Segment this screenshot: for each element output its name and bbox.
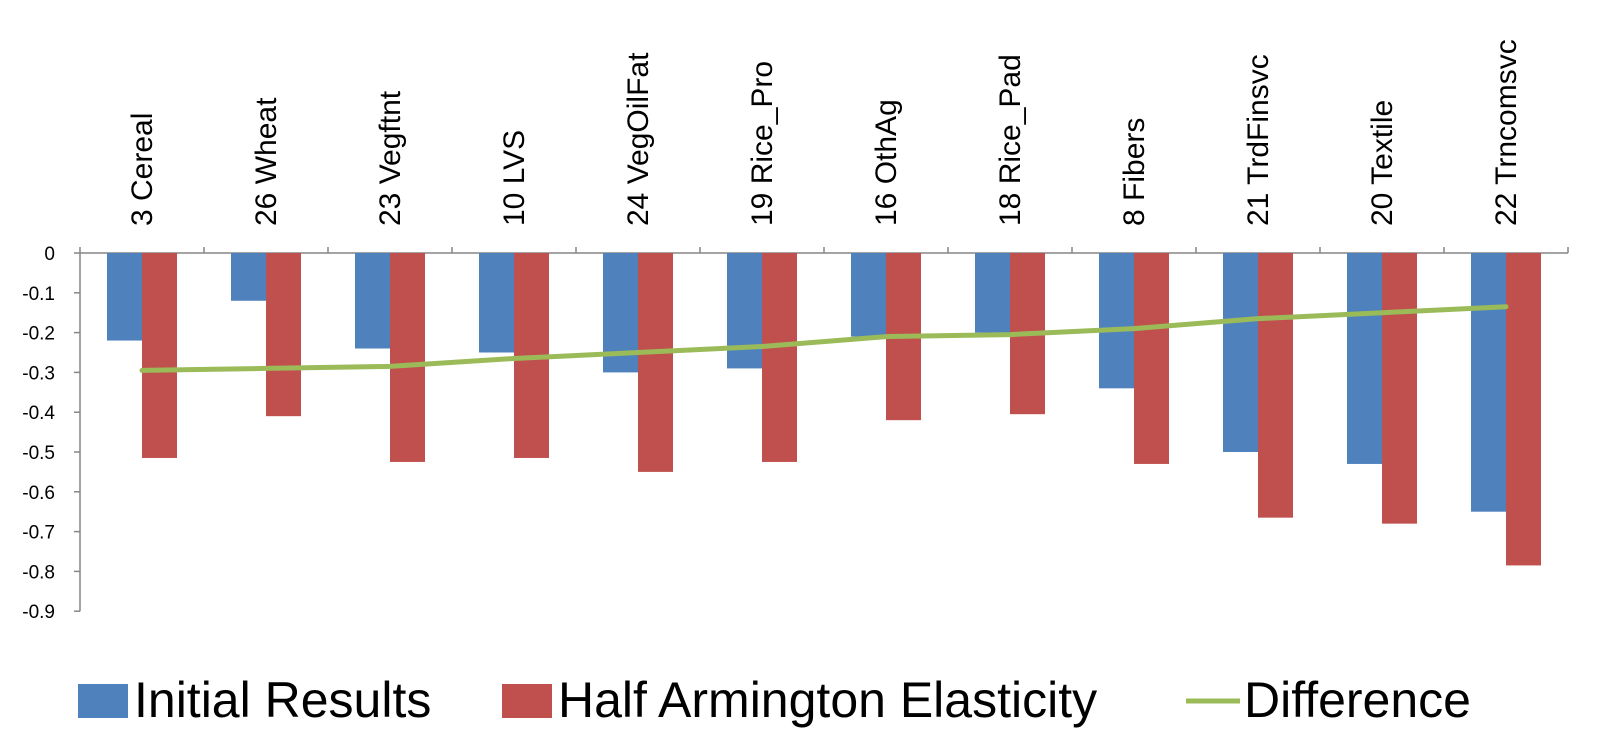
category-label: 3 Cereal xyxy=(126,113,159,226)
initial-results-bar xyxy=(975,253,1010,333)
half-armington-bar xyxy=(638,253,673,472)
y-tick-label: 0 xyxy=(44,244,55,265)
category-label: 21 TrdFinsvc xyxy=(1242,54,1275,226)
legend-swatch-initial-results xyxy=(78,684,128,718)
category-label: 18 Rice_Pad xyxy=(994,54,1027,226)
legend-swatch-half-armington xyxy=(502,684,552,718)
difference-line-group xyxy=(139,304,1509,373)
bars xyxy=(107,253,1541,566)
half-armington-bar xyxy=(142,253,177,458)
y-tick-label: -0.8 xyxy=(22,562,55,583)
initial-results-bar xyxy=(1223,253,1258,452)
category-label: 24 VegOilFat xyxy=(622,52,655,226)
y-tick-label: -0.1 xyxy=(22,284,55,305)
half-armington-bar xyxy=(390,253,425,462)
legend-label-initial-results: Initial Results xyxy=(134,672,431,728)
category-label: 20 Textile xyxy=(1366,100,1399,226)
half-armington-bar xyxy=(1382,253,1417,524)
half-armington-bar xyxy=(1134,253,1169,464)
half-armington-bar xyxy=(762,253,797,462)
legend: Initial Results Half Armington Elasticity… xyxy=(78,672,1471,728)
initial-results-bar xyxy=(1471,253,1506,512)
category-label: 10 LVS xyxy=(498,130,531,226)
legend-label-half-armington: Half Armington Elasticity xyxy=(558,672,1097,728)
initial-results-bar xyxy=(231,253,266,301)
initial-results-bar xyxy=(107,253,142,341)
y-tick-label: -0.5 xyxy=(22,443,55,464)
initial-results-bar xyxy=(851,253,886,337)
category-label: 8 Fibers xyxy=(1118,118,1151,226)
y-tick-label: -0.4 xyxy=(22,403,55,424)
initial-results-bar xyxy=(479,253,514,353)
half-armington-bar xyxy=(1258,253,1293,518)
initial-results-bar xyxy=(1099,253,1134,389)
y-tick-label: -0.7 xyxy=(22,523,55,544)
half-armington-bar xyxy=(1506,253,1541,566)
initial-results-bar xyxy=(727,253,762,369)
category-label: 19 Rice_Pro xyxy=(746,61,779,226)
y-tick-label: -0.2 xyxy=(22,324,55,345)
initial-results-bar xyxy=(355,253,390,349)
half-armington-bar xyxy=(266,253,301,417)
y-tick-label: -0.9 xyxy=(22,602,55,623)
category-label: 23 Vegftnt xyxy=(374,90,407,226)
category-label: 22 Trncomsvc xyxy=(1490,39,1523,226)
y-tick-label: -0.3 xyxy=(22,363,55,384)
difference-line xyxy=(139,304,1509,373)
category-labels: 3 Cereal 26 Wheat 23 Vegftnt 10 LVS 24 VegOi… xyxy=(126,39,1523,226)
legend-label-difference: Difference xyxy=(1244,672,1471,728)
category-label: 16 OthAg xyxy=(870,99,903,226)
y-tick-label: -0.6 xyxy=(22,483,55,504)
initial-results-bar xyxy=(1347,253,1382,464)
axes: 0 -0.1 -0.2 -0.3 -0.4 -0.5 -0.6 -0.7 -0.8 -0.9 xyxy=(22,244,1569,623)
category-label: 26 Wheat xyxy=(250,97,283,226)
